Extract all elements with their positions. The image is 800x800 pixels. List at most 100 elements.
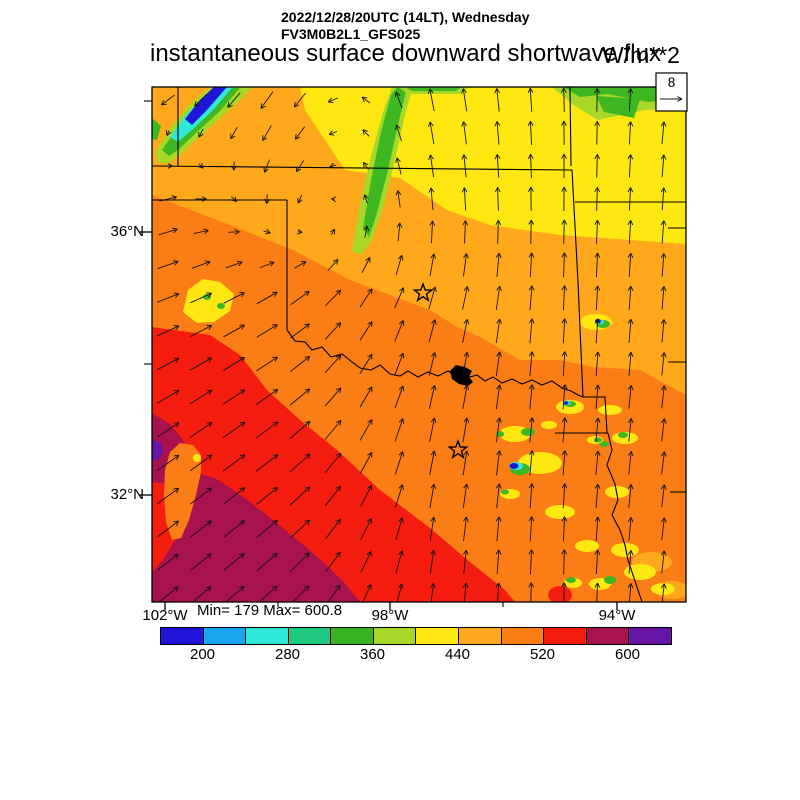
wind-arrowhead <box>263 167 265 173</box>
wind-arrowhead <box>236 260 243 263</box>
wind-arrowhead <box>531 285 535 291</box>
wind-arrowhead <box>528 252 533 258</box>
wind-arrow <box>293 92 307 108</box>
wind-arrow <box>190 292 212 304</box>
wind-arrowhead <box>497 220 502 226</box>
wind-arrowhead <box>230 135 236 140</box>
wind-arrow <box>628 88 632 112</box>
wind-arrowhead <box>241 586 245 592</box>
wind-arrowhead <box>304 420 311 423</box>
wind-arrow <box>496 88 500 112</box>
wind-arrow <box>661 484 665 508</box>
wind-arrowhead <box>463 351 468 357</box>
colorbar-cell <box>287 628 331 644</box>
wind-arrow <box>394 287 404 309</box>
wind-arrow <box>629 583 632 602</box>
wind-arrowhead <box>499 351 502 357</box>
wind-arrow <box>156 325 180 337</box>
wind-arrow <box>324 387 342 407</box>
flux-region <box>152 472 360 602</box>
wind-arrow <box>191 586 212 602</box>
wind-arrowhead <box>307 356 311 362</box>
wind-arrowhead <box>242 520 245 526</box>
wind-arrow <box>462 417 468 443</box>
wind-arrowhead <box>496 154 501 160</box>
wind-arrowhead <box>462 88 467 94</box>
wind-arrowhead <box>564 516 568 522</box>
wind-arrowhead <box>208 292 213 298</box>
wind-arrowhead <box>467 286 470 292</box>
wind-arrowhead <box>463 450 468 456</box>
wind-arrowhead <box>663 484 667 490</box>
wind-arrow <box>193 230 209 234</box>
wind-arrowhead <box>627 385 632 390</box>
flux-blob <box>566 577 576 583</box>
wind-arrowhead <box>630 187 634 193</box>
flux-blob <box>563 401 569 405</box>
wind-arrowhead <box>528 351 533 357</box>
wind-arrowhead <box>530 219 535 225</box>
wind-arrow <box>661 550 665 574</box>
wind-arrow <box>529 252 533 278</box>
wind-arrowhead <box>272 389 278 391</box>
wind-arrowhead <box>561 384 566 390</box>
wind-arrow <box>223 324 245 338</box>
wind-arrowhead <box>172 196 177 201</box>
wind-arrow <box>330 228 336 236</box>
wind-arrowhead <box>630 154 634 160</box>
wind-arrow <box>628 352 632 376</box>
wind-arrowhead <box>496 121 501 127</box>
wind-arrowhead <box>241 292 245 298</box>
wind-arrow <box>595 417 599 443</box>
wind-arrow <box>359 321 373 341</box>
wind-arrowhead <box>239 454 245 457</box>
wind-arrowhead <box>175 293 180 298</box>
wind-arrowhead <box>429 121 434 127</box>
wind-arrowhead <box>173 454 179 457</box>
flux-region <box>162 88 240 156</box>
colorbar-tick-label: 600 <box>614 646 641 663</box>
wind-arrowhead <box>663 187 667 193</box>
wind-arrowhead <box>466 417 470 423</box>
wind-arrow <box>530 582 532 602</box>
wind-arrow <box>359 288 373 308</box>
frame-layer: 8 <box>139 72 688 610</box>
wind-arrow <box>529 121 533 145</box>
wind-arrowhead <box>275 454 279 460</box>
wind-arrow <box>661 517 665 541</box>
colorbar-tick-label: 440 <box>444 646 471 663</box>
wind-arrowhead <box>201 196 207 200</box>
wind-arrowhead <box>367 419 373 423</box>
wind-arrowhead <box>275 520 278 526</box>
wind-arrowhead <box>203 228 209 231</box>
wind-arrow <box>562 417 566 443</box>
wind-arrowhead <box>527 120 531 127</box>
wind-arrow <box>256 356 278 372</box>
wind-arrow <box>595 549 599 575</box>
wind-arrowhead <box>564 252 568 258</box>
wind-arrowhead <box>327 97 332 103</box>
wind-arrowhead <box>239 421 245 424</box>
wind-arrowhead <box>206 520 212 523</box>
wind-arrow <box>190 553 212 571</box>
region-layer <box>152 87 686 602</box>
wind-arrow <box>364 225 368 239</box>
wind-arrowhead <box>627 484 632 489</box>
wind-arrow <box>259 261 275 269</box>
wind-arrowhead <box>335 387 342 391</box>
wind-arrow <box>359 452 373 474</box>
wind-arrow <box>325 518 341 540</box>
wind-arrowhead <box>597 219 601 226</box>
wind-arrowhead <box>266 198 270 204</box>
wind-arrowhead <box>660 352 665 358</box>
wind-arrow <box>529 417 533 443</box>
wind-arrowhead <box>564 285 568 291</box>
wind-arrowhead <box>531 417 535 423</box>
wind-arrowhead <box>660 286 665 291</box>
wind-arrowhead <box>531 549 535 555</box>
wind-arrowhead <box>397 190 402 195</box>
wind-arrowhead <box>227 102 230 108</box>
flux-blob <box>651 583 675 595</box>
wind-arrowhead <box>594 88 598 94</box>
wind-arrow <box>258 585 278 602</box>
